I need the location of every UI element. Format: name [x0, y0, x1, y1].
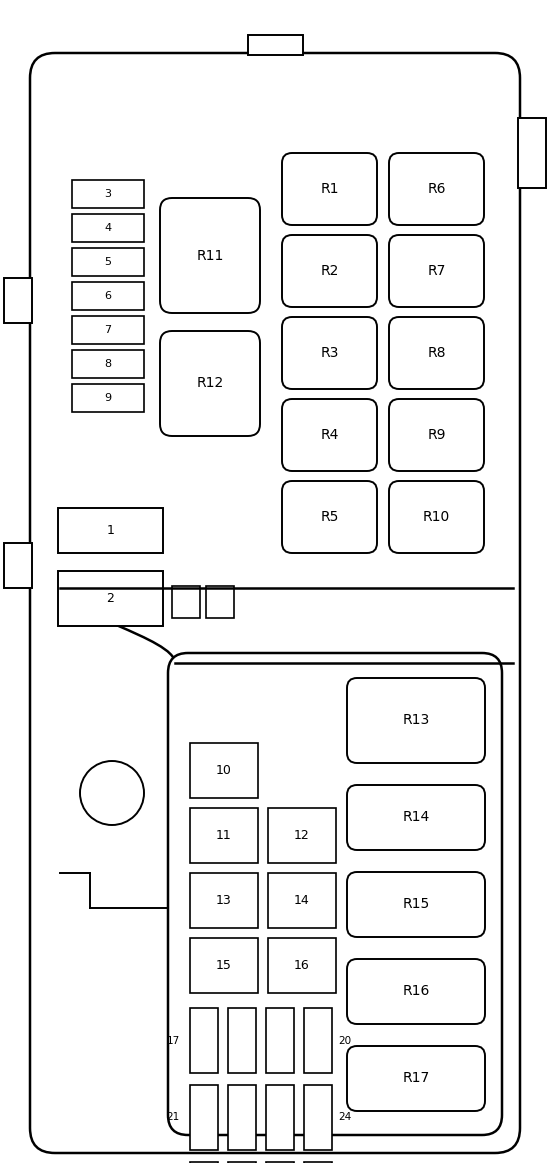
Text: R9: R9	[427, 428, 446, 442]
Bar	[190, 939, 258, 993]
Bar	[266, 1085, 294, 1150]
Bar	[228, 1085, 256, 1150]
Bar	[58, 571, 163, 626]
Bar	[190, 808, 258, 863]
Bar	[248, 35, 302, 55]
FancyBboxPatch shape	[160, 331, 260, 436]
Text: 10: 10	[216, 764, 232, 777]
FancyBboxPatch shape	[160, 198, 260, 313]
Text: R7: R7	[427, 264, 446, 278]
Bar	[72, 281, 144, 311]
Bar	[72, 180, 144, 208]
Text: 15: 15	[216, 959, 232, 972]
FancyBboxPatch shape	[282, 154, 377, 224]
Text: R3: R3	[320, 347, 339, 361]
Circle shape	[80, 761, 144, 825]
Bar	[268, 873, 336, 928]
Text: 5: 5	[104, 257, 111, 267]
FancyBboxPatch shape	[282, 235, 377, 307]
Text: 7: 7	[104, 324, 111, 335]
Text: 2: 2	[107, 592, 114, 605]
FancyBboxPatch shape	[389, 235, 484, 307]
Bar	[172, 586, 200, 618]
Text: 20: 20	[338, 1035, 351, 1046]
Text: R8: R8	[427, 347, 446, 361]
FancyBboxPatch shape	[282, 317, 377, 388]
Text: R1: R1	[320, 181, 339, 197]
Text: R12: R12	[197, 377, 223, 391]
Text: R4: R4	[320, 428, 339, 442]
Text: 9: 9	[104, 393, 111, 404]
Bar	[304, 1085, 332, 1150]
Bar	[190, 873, 258, 928]
FancyBboxPatch shape	[347, 1046, 485, 1111]
Bar	[268, 808, 336, 863]
FancyBboxPatch shape	[282, 399, 377, 471]
Text: 21: 21	[167, 1113, 180, 1122]
FancyBboxPatch shape	[389, 154, 484, 224]
FancyBboxPatch shape	[347, 872, 485, 937]
Bar	[268, 939, 336, 993]
Text: 24: 24	[338, 1113, 351, 1122]
Text: 13: 13	[216, 894, 232, 907]
Text: 12: 12	[294, 829, 310, 842]
FancyBboxPatch shape	[347, 678, 485, 763]
Text: R17: R17	[402, 1071, 430, 1085]
Text: 11: 11	[216, 829, 232, 842]
Bar	[58, 508, 163, 552]
Bar	[72, 316, 144, 344]
Bar	[72, 350, 144, 378]
Text: 17: 17	[167, 1035, 180, 1046]
Text: R13: R13	[402, 713, 430, 728]
Text: 14: 14	[294, 894, 310, 907]
Bar	[4, 543, 32, 588]
FancyBboxPatch shape	[347, 785, 485, 850]
Text: R16: R16	[402, 985, 430, 999]
FancyBboxPatch shape	[168, 652, 502, 1135]
Bar	[190, 1008, 218, 1073]
FancyBboxPatch shape	[282, 481, 377, 552]
Bar	[518, 117, 546, 188]
Bar	[72, 248, 144, 276]
Bar	[266, 1008, 294, 1073]
Bar	[190, 1085, 218, 1150]
Text: 3: 3	[104, 190, 111, 199]
Text: R2: R2	[320, 264, 339, 278]
Text: 4: 4	[104, 223, 111, 233]
Text: 16: 16	[294, 959, 310, 972]
Text: R15: R15	[402, 898, 430, 912]
Text: 1: 1	[107, 525, 114, 537]
Bar	[304, 1008, 332, 1073]
Text: 8: 8	[104, 359, 111, 369]
FancyBboxPatch shape	[389, 399, 484, 471]
Text: 6: 6	[104, 291, 111, 301]
Text: R6: R6	[427, 181, 446, 197]
FancyBboxPatch shape	[347, 959, 485, 1023]
FancyBboxPatch shape	[30, 53, 520, 1153]
Bar	[190, 743, 258, 798]
FancyBboxPatch shape	[389, 481, 484, 552]
Text: R11: R11	[197, 249, 223, 263]
Text: R5: R5	[320, 511, 339, 525]
Bar	[72, 384, 144, 412]
Bar	[72, 214, 144, 242]
FancyBboxPatch shape	[389, 317, 484, 388]
Text: R10: R10	[423, 511, 450, 525]
Bar	[228, 1008, 256, 1073]
Bar	[206, 586, 234, 618]
Bar	[4, 278, 32, 323]
Text: R14: R14	[402, 811, 430, 825]
